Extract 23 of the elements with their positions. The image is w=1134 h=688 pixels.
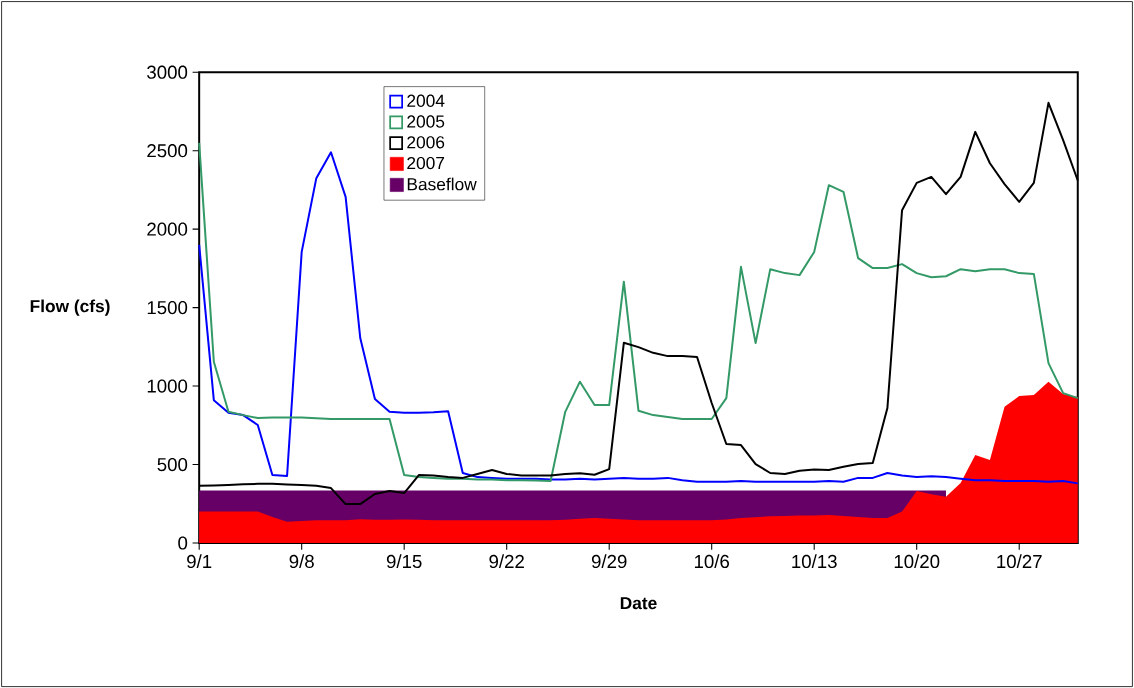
x-tick-label: 9/29: [591, 554, 627, 568]
y-tick-label: 2000: [147, 222, 188, 236]
y-tick-label: 1500: [147, 300, 188, 315]
x-tick-label: 9/22: [489, 554, 524, 568]
x-axis-title: Date: [620, 597, 657, 610]
x-tick-label: 10/13: [792, 554, 837, 568]
y-tick-label: 3000: [147, 65, 188, 79]
y-axis-title: Flow (cfs): [30, 299, 110, 316]
x-tick-label: 9/1: [187, 554, 212, 568]
y-tick-label: 0: [178, 536, 188, 550]
y-tick-label: 500: [157, 457, 188, 472]
legend-label: 2005: [407, 115, 445, 128]
x-tick-label: 10/6: [694, 554, 730, 568]
x-tick-label: 9/15: [386, 554, 422, 568]
y-tick-label: 2500: [147, 143, 188, 158]
y-tick-label: 1000: [147, 379, 188, 393]
legend-label: Baseflow: [407, 177, 477, 191]
x-tick-label: 10/20: [894, 554, 940, 568]
x-tick-label: 10/27: [997, 554, 1042, 568]
x-tick-label: 9/8: [289, 554, 314, 568]
legend-label: 2004: [407, 94, 445, 107]
legend-label: 2007: [407, 156, 445, 170]
legend-label: 2006: [407, 136, 445, 149]
